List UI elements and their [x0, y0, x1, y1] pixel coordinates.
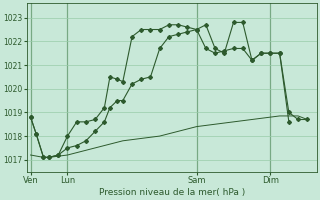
X-axis label: Pression niveau de la mer( hPa ): Pression niveau de la mer( hPa ) [99, 188, 245, 197]
